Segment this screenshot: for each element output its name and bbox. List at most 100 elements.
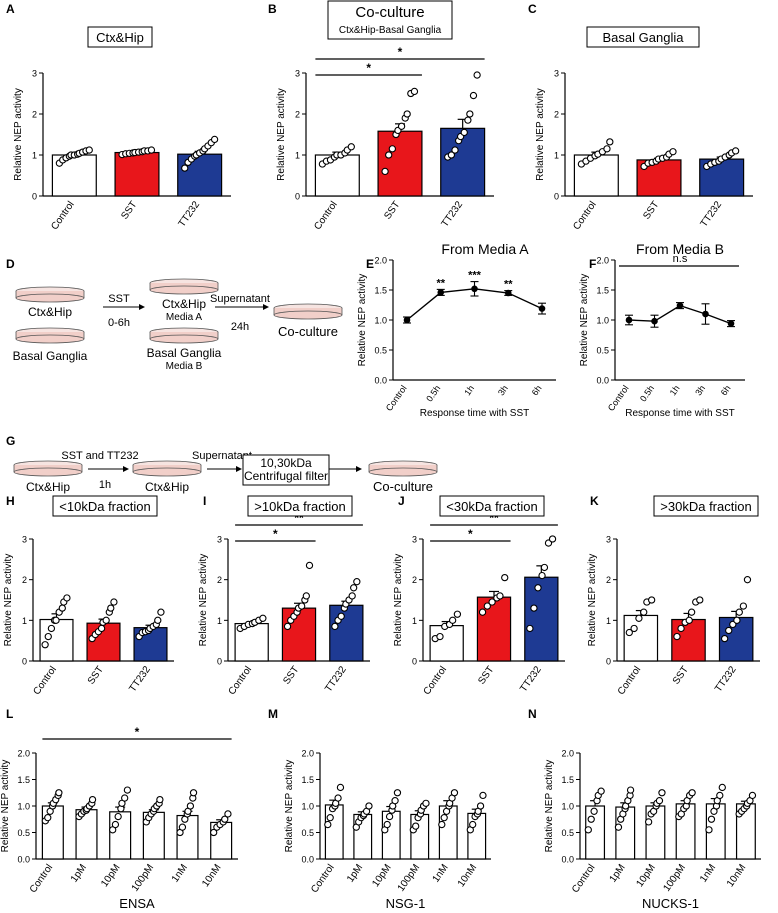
data-point <box>526 624 534 633</box>
y-axis-label: Relative NEP activity <box>198 554 209 647</box>
x-tick-label: 10nM <box>725 862 748 889</box>
y-tick-label: 1.5 <box>596 286 609 296</box>
y-tick-label: 1 <box>22 616 27 626</box>
y-tick-label: 3 <box>412 535 417 545</box>
data-point <box>41 641 49 649</box>
y-tick-label: 2 <box>32 110 37 120</box>
y-tick-label: 3 <box>554 69 559 79</box>
data-point <box>720 634 729 643</box>
chart-title-box <box>653 495 759 517</box>
x-tick-label: TT232 <box>713 664 739 694</box>
data-point <box>696 596 704 604</box>
diagram-g: Ctx&Hip SST and TT232 1h Ctx&Hip Superna… <box>13 450 438 494</box>
data-point <box>651 317 658 325</box>
x-tick-label: Control <box>616 664 644 697</box>
data-point <box>350 584 358 592</box>
y-tick-label: 2 <box>22 575 27 585</box>
data-point <box>478 608 487 616</box>
x-tick-label: Control <box>384 383 409 413</box>
data-point <box>630 624 638 633</box>
data-point <box>669 148 677 156</box>
data-point <box>655 797 664 805</box>
panel-letter-f: F <box>589 257 596 271</box>
x-tick-label: SST <box>382 199 402 221</box>
chart-a: 0 1 2 3 Relative NEP activity Control SST TT232… <box>13 26 231 232</box>
data-point <box>688 789 696 797</box>
y-tick-label: 2.0 <box>561 749 574 759</box>
chart-k: 0 1 2 3 Relative NEP activity Control SST TT232… <box>587 495 760 697</box>
data-point <box>469 820 477 829</box>
data-point <box>673 632 681 641</box>
data-point <box>733 616 741 624</box>
y-tick-label: 0 <box>554 192 559 202</box>
data-point <box>331 622 339 631</box>
chart-title: <30kDa fraction <box>446 499 537 514</box>
data-point <box>88 795 97 804</box>
dish-label-g1: Ctx&Hip <box>26 480 70 494</box>
y-tick-label: 3 <box>606 535 611 545</box>
data-point <box>388 145 396 153</box>
x-tick-label: TT232 <box>177 199 203 229</box>
x-tick-label: SST <box>476 664 496 686</box>
y-tick-label: 1 <box>412 616 417 626</box>
data-point <box>644 818 653 826</box>
data-point <box>625 628 633 637</box>
g-arrow2-label-top: Supernatant <box>192 450 252 462</box>
y-tick-label: 2.0 <box>374 256 387 266</box>
panel-letter-a: A <box>6 2 15 16</box>
data-point <box>464 116 472 124</box>
y-tick-label: 2 <box>217 575 222 585</box>
dish-label-basal: Basal Ganglia <box>13 349 88 363</box>
data-point <box>471 285 478 293</box>
significance-label: n.s <box>673 253 688 265</box>
x-tick-label: 10pM <box>99 862 122 889</box>
y-tick-label: 3 <box>295 69 300 79</box>
data-point <box>451 146 459 154</box>
data-point <box>677 624 685 633</box>
data-point <box>391 797 399 805</box>
x-tick-label: Control <box>31 664 59 697</box>
x-tick-label: 1pM <box>608 862 628 884</box>
y-tick-label: 3 <box>22 535 27 545</box>
arrow1-head <box>139 304 145 310</box>
significance-label: * <box>135 725 140 739</box>
data-point <box>483 602 491 610</box>
data-point <box>447 151 456 159</box>
panel-letter-d: D <box>6 257 15 271</box>
data-point <box>189 789 198 797</box>
y-tick-label: 0.5 <box>17 828 30 838</box>
significance-label: ** <box>489 511 499 525</box>
y-axis-label: Relative NEP activity <box>579 274 590 367</box>
data-point <box>705 826 713 834</box>
dish-ctxhip-d <box>15 286 85 303</box>
data-point <box>410 87 419 96</box>
y-axis-label: Relative NEP activity <box>13 88 24 181</box>
data-point <box>58 604 66 612</box>
data-point <box>298 602 306 610</box>
bar <box>623 614 659 662</box>
y-tick-label: 0 <box>606 657 611 667</box>
x-tick-label: 0.5h <box>638 383 656 403</box>
data-point <box>718 783 726 792</box>
x-tick-label: 6h <box>719 383 733 397</box>
data-point <box>403 316 411 324</box>
y-axis-label: Relative NEP activity <box>276 88 287 181</box>
x-tick-label: 1pM <box>345 862 365 884</box>
data-point <box>626 786 635 794</box>
chart-c: 0 1 2 3 Relative NEP activity Control SST TT232… <box>535 26 753 232</box>
data-point <box>584 826 592 834</box>
y-axis-label: Relative NEP activity <box>0 760 11 853</box>
data-point <box>110 598 118 606</box>
panel-letter-e: E <box>366 257 374 271</box>
y-tick-label: 3 <box>217 535 222 545</box>
bar <box>324 804 344 860</box>
data-point <box>114 812 122 821</box>
x-tick-label: 100pM <box>130 862 157 893</box>
y-tick-label: 1.5 <box>374 286 387 296</box>
data-point <box>381 167 389 176</box>
data-point <box>336 783 345 792</box>
data-point <box>504 289 512 297</box>
data-point <box>107 604 115 612</box>
